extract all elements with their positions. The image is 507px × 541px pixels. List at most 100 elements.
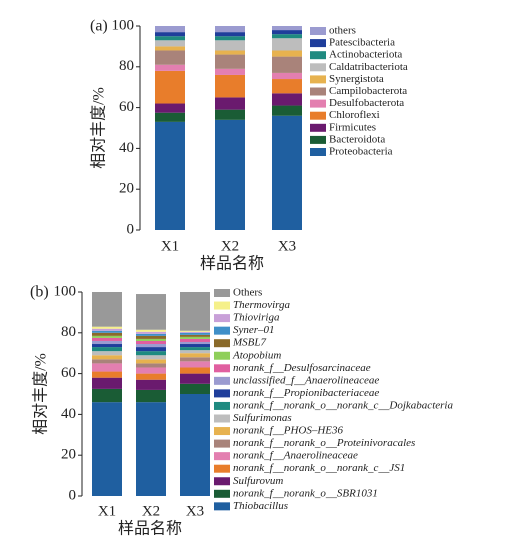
x-axis-title: 样品名称 [118,520,182,538]
bar-segment [272,26,302,31]
bar-segment [92,337,122,341]
legend-swatch [214,414,230,423]
bar-segment [92,330,122,333]
bar-segment [155,64,185,71]
legend-swatch [310,63,326,72]
bar-segment [215,40,245,51]
bar-segment [136,329,166,332]
bar-segment [92,388,122,403]
y-tick-label: 100 [54,283,77,299]
bar-segment [92,355,122,360]
bar-segment [136,331,166,334]
legend-swatch [310,148,326,156]
bar-segment [180,373,210,384]
bar-segment [92,377,122,389]
bar-segment [180,332,210,335]
bar-segment [180,344,210,348]
bar-segment [272,34,302,39]
bar-segment [136,359,166,364]
bar-segment [180,334,210,337]
legend-label: Thioviriga [233,312,280,324]
bar-segment [92,402,122,496]
x-tick-label: X1 [161,238,179,254]
bar-segment [136,373,166,380]
legend-swatch [310,99,326,108]
panel-label: (b) [30,284,49,301]
bar-segment [92,363,122,372]
legend-label: norank_f__Desulfosarcinaceae [233,362,371,374]
bar-segment [180,353,210,358]
y-tick-label: 0 [69,487,77,503]
bar-segment [215,26,245,33]
x-tick-label: X3 [186,503,204,519]
bar-segment [272,30,302,35]
bar-segment [136,347,166,352]
bar-segment [92,335,122,338]
legend-swatch [310,39,326,48]
bar-segment [136,363,166,368]
bar-segment [92,340,122,345]
legend-label: Sulfurimonas [233,412,292,424]
x-tick-label: X2 [142,503,160,519]
bar-segment [136,367,166,374]
bar-segment [180,394,210,496]
bar-segment [215,54,245,69]
bar-segment [155,50,185,65]
x-axis-title: 样品名称 [200,255,264,273]
legend-label: norank_f__Anaerolineaceae [233,450,358,462]
bar-segment [136,340,166,345]
bar-segment [180,292,210,331]
bar-segment [272,93,302,106]
legend-label: others [329,25,356,37]
bar-segment [180,341,210,345]
bar-segment [136,355,166,360]
legend-swatch [214,339,230,348]
bar-segment [136,402,166,496]
bar-segment [136,389,166,403]
y-axis-title: 相对丰度/% [90,87,108,169]
bar-segment [215,50,245,55]
bar-segment [92,359,122,364]
legend-swatch [214,326,230,335]
legend-swatch [310,75,326,84]
bar-segment [272,38,302,51]
bar-segment [92,371,122,378]
bar-segment [215,97,245,110]
bar-segment [215,119,245,230]
legend-label: Sulfurovum [233,475,283,487]
bar-segment [180,350,210,354]
legend-label: norank_f__norank_o__norank_c__JS1 [233,462,405,474]
legend-label: Campilobacterota [329,85,407,97]
legend-label: norank_f__norank_o__SBR1031 [233,487,378,499]
bar-segment [155,32,185,37]
legend-label: Firmicutes [329,121,376,133]
y-tick-label: 60 [61,365,76,381]
panel-label: (a) [90,18,108,35]
bar-segment [155,36,185,41]
y-tick-label: 40 [61,406,76,422]
legend-label: norank_f__norank_o__Proteinivoracales [233,437,415,449]
bar-segment [272,50,302,57]
bar-segment [92,347,122,352]
bar-segment [155,121,185,230]
legend-swatch [214,376,230,385]
legend-swatch [214,439,230,448]
bar-segment [180,357,210,362]
legend-label: Thiobacillus [233,500,288,512]
bar-segment [180,367,210,374]
legend-label: Synergistota [329,73,384,85]
legend-swatch [310,135,326,144]
legend-swatch [310,51,326,60]
bar-segment [272,79,302,94]
legend-swatch [214,401,230,410]
legend-label: Chloroflexi [329,109,380,121]
legend-swatch [214,351,230,360]
bar-segment [136,351,166,356]
y-axis-title: 相对丰度/% [32,353,50,435]
legend-swatch [214,364,230,373]
bar-segment [180,338,210,342]
y-tick-label: 20 [119,181,134,197]
y-tick-label: 80 [119,58,134,74]
bar-segment [136,379,166,390]
